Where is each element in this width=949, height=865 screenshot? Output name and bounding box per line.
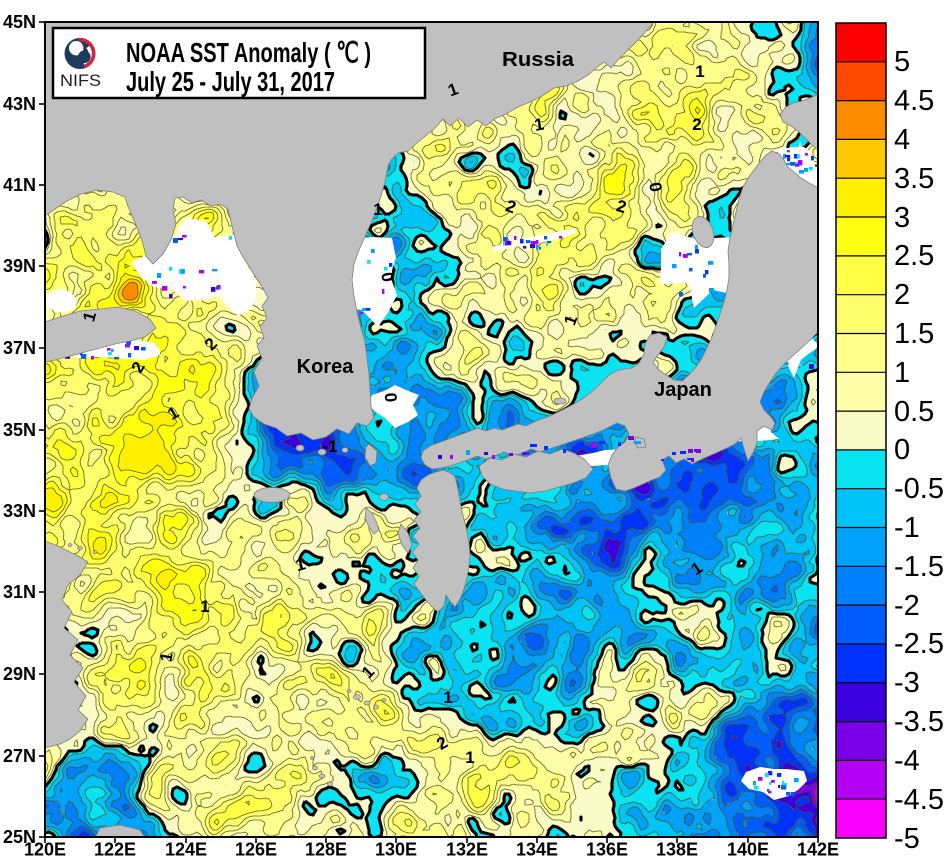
svg-text:-1: -1 [894,512,920,544]
svg-text:0: 0 [377,271,397,284]
svg-text:-4.5: -4.5 [894,784,944,816]
svg-text:35N: 35N [3,420,36,440]
svg-text:132E: 132E [446,840,488,860]
svg-text:-4: -4 [894,745,920,777]
svg-text:29N: 29N [3,664,36,684]
svg-text:25N: 25N [3,827,36,847]
svg-text:39N: 39N [3,256,36,276]
svg-text:41N: 41N [3,175,36,195]
svg-text:33N: 33N [3,501,36,521]
svg-text:1: 1 [156,651,176,664]
svg-text:1: 1 [465,748,474,767]
svg-text:July 25 - July 31, 2017: July 25 - July 31, 2017 [126,66,335,97]
svg-text:-1: -1 [322,437,337,456]
svg-text:-5: -5 [894,823,920,855]
svg-text:31N: 31N [3,582,36,602]
svg-text:138E: 138E [656,840,698,860]
svg-text:1: 1 [695,62,704,81]
svg-text:-1.5: -1.5 [894,551,944,583]
svg-text:120E: 120E [24,840,66,860]
svg-text:3.5: 3.5 [894,163,934,195]
svg-text:-3.5: -3.5 [894,706,944,738]
svg-text:1: 1 [443,688,452,707]
svg-text:136E: 136E [586,840,628,860]
svg-text:1: 1 [373,200,382,219]
svg-text:0.5: 0.5 [894,396,934,428]
svg-text:128E: 128E [305,840,347,860]
svg-text:142E: 142E [797,840,839,860]
svg-text:-0.5: -0.5 [894,473,944,505]
svg-text:1: 1 [533,114,546,134]
svg-text:NIFS: NIFS [60,71,101,90]
svg-text:37N: 37N [3,338,36,358]
svg-text:-2: -2 [894,590,920,622]
svg-text:Korea: Korea [297,356,355,378]
svg-text:-3: -3 [894,667,920,699]
svg-text:1: 1 [894,357,910,389]
svg-text:Russia: Russia [502,49,575,71]
svg-text:2: 2 [894,279,910,311]
svg-text:45N: 45N [3,12,36,32]
svg-text:134E: 134E [516,840,558,860]
svg-text:130E: 130E [375,840,417,860]
svg-text:27N: 27N [3,746,36,766]
svg-text:4.5: 4.5 [894,85,934,117]
svg-text:-2.5: -2.5 [894,628,944,660]
svg-text:1: 1 [200,597,209,616]
svg-text:124E: 124E [165,840,207,860]
svg-text:126E: 126E [235,840,277,860]
svg-text:5: 5 [894,46,910,78]
svg-text:0: 0 [894,434,910,466]
svg-text:1.5: 1.5 [894,318,934,350]
svg-text:3: 3 [894,202,910,234]
svg-text:Japan: Japan [654,379,712,401]
svg-text:4: 4 [894,124,910,156]
svg-text:43N: 43N [3,94,36,114]
svg-text:0: 0 [381,392,401,403]
svg-text:0: 0 [645,181,665,194]
svg-text:140E: 140E [727,840,769,860]
svg-text:122E: 122E [94,840,136,860]
svg-text:2.5: 2.5 [894,240,934,272]
svg-text:2: 2 [692,115,701,134]
svg-text:NOAA SST Anomaly ( ℃ ): NOAA SST Anomaly ( ℃ ) [126,37,371,68]
